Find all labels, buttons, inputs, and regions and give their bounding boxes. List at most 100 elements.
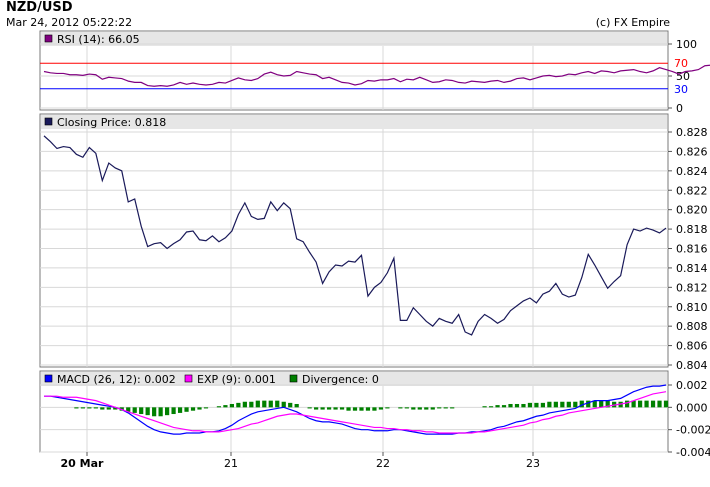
rsi-legend-swatch — [44, 34, 53, 43]
divergence-bar — [158, 407, 163, 417]
divergence-bar — [288, 402, 293, 408]
divergence-bar — [411, 407, 416, 410]
divergence-bar — [242, 401, 247, 408]
divergence-bar — [501, 405, 507, 408]
rsi-reference-label-30: 30 — [674, 83, 688, 96]
price-y-tick-label: 0.810 — [676, 301, 708, 314]
divergence-bar — [424, 407, 429, 410]
macd-legend-bar — [41, 372, 667, 386]
macd-y-tick-label: -0.004 — [676, 446, 710, 459]
price-panel-frame — [39, 113, 669, 368]
divergence-bar — [508, 403, 513, 408]
divergence-bar — [320, 407, 325, 410]
divergence-bar — [534, 402, 539, 408]
price-y-tick-label: 0.804 — [676, 359, 708, 372]
divergence-bar — [339, 407, 345, 410]
divergence-bar — [236, 402, 241, 408]
divergence-bar — [527, 402, 533, 408]
divergence-bar — [488, 406, 494, 408]
x-tick-label: 21 — [224, 457, 238, 470]
divergence-bar — [579, 400, 584, 408]
divergence-bar — [365, 407, 371, 411]
divergence-bar — [359, 407, 364, 411]
rsi-legend-bar — [41, 32, 667, 46]
chart-title: NZD/USD — [6, 0, 73, 15]
divergence-bar — [378, 407, 384, 410]
divergence-bar — [190, 407, 196, 411]
divergence-bar — [80, 407, 85, 409]
divergence-bar — [275, 400, 280, 408]
divergence-bar — [145, 407, 150, 416]
divergence-bar — [152, 407, 157, 417]
divergence-bar — [417, 407, 422, 410]
divergence-bar — [223, 405, 228, 408]
divergence-bar — [255, 400, 260, 408]
x-tick-label: 20 Mar — [61, 457, 105, 470]
divergence-bar — [87, 407, 92, 409]
divergence-bar — [132, 407, 137, 413]
divergence-bar — [203, 407, 209, 409]
divergence-bar — [450, 407, 455, 409]
divergence-bar — [437, 407, 442, 409]
divergence-bar — [171, 407, 176, 415]
divergence-bar — [430, 407, 435, 410]
divergence-bar — [592, 400, 597, 408]
divergence-bar — [281, 401, 286, 408]
divergence-bar — [560, 401, 565, 408]
divergence-bar — [495, 405, 500, 408]
divergence-bar — [631, 400, 636, 408]
divergence-bar — [177, 407, 183, 413]
macd-line — [44, 384, 667, 435]
divergence-bar — [385, 407, 390, 409]
divergence-bar — [663, 400, 669, 408]
divergence-bar — [126, 407, 131, 412]
chart-credit: (c) FX Empire — [595, 16, 670, 29]
divergence-bar — [314, 407, 319, 410]
divergence-bar — [100, 407, 105, 410]
divergence-bar — [93, 407, 98, 409]
rsi-y-tick-label: 0 — [676, 102, 683, 115]
divergence-bar — [547, 401, 552, 408]
macd-legend-label-2: Divergence: 0 — [302, 373, 379, 386]
divergence-bar — [443, 407, 448, 409]
price-y-tick-label: 0.828 — [676, 126, 708, 139]
rsi-reference-label-70: 70 — [674, 57, 688, 70]
divergence-bar — [586, 400, 591, 408]
divergence-bar — [106, 407, 111, 410]
price-y-tick-label: 0.826 — [676, 145, 708, 158]
exp-line — [44, 391, 667, 434]
closing-price-line — [43, 135, 667, 336]
divergence-bar — [644, 400, 649, 408]
price-legend-label: Closing Price: 0.818 — [57, 116, 166, 129]
divergence-bar — [637, 400, 643, 408]
macd-legend-swatch-1 — [184, 374, 193, 383]
divergence-bar — [262, 400, 267, 408]
price-legend-bar — [41, 115, 667, 129]
divergence-bar — [113, 407, 118, 410]
divergence-bar — [197, 407, 202, 410]
divergence-bar — [74, 407, 79, 409]
divergence-bar — [333, 407, 338, 410]
divergence-bar — [566, 401, 571, 408]
divergence-bar — [352, 407, 358, 411]
divergence-bar — [650, 400, 656, 408]
divergence-bar — [398, 407, 403, 409]
divergence-bar — [372, 407, 377, 411]
macd-y-tick-label: 0.002 — [676, 379, 708, 392]
macd-legend-label-0: MACD (26, 12): 0.002 — [57, 373, 176, 386]
divergence-bar — [599, 400, 604, 408]
divergence-bar — [573, 401, 578, 408]
divergence-bar — [553, 401, 558, 408]
divergence-bar — [605, 400, 610, 408]
divergence-bar — [139, 407, 144, 415]
divergence-bar — [184, 407, 189, 412]
divergence-bar — [268, 400, 273, 408]
x-tick-label: 22 — [376, 457, 390, 470]
price-legend-swatch — [44, 117, 53, 126]
macd-legend-swatch-2 — [289, 374, 298, 383]
divergence-bar — [404, 407, 409, 409]
price-y-tick-label: 0.824 — [676, 165, 708, 178]
rsi-legend-label: RSI (14): 66.05 — [57, 33, 140, 46]
price-y-tick-label: 0.816 — [676, 243, 708, 256]
